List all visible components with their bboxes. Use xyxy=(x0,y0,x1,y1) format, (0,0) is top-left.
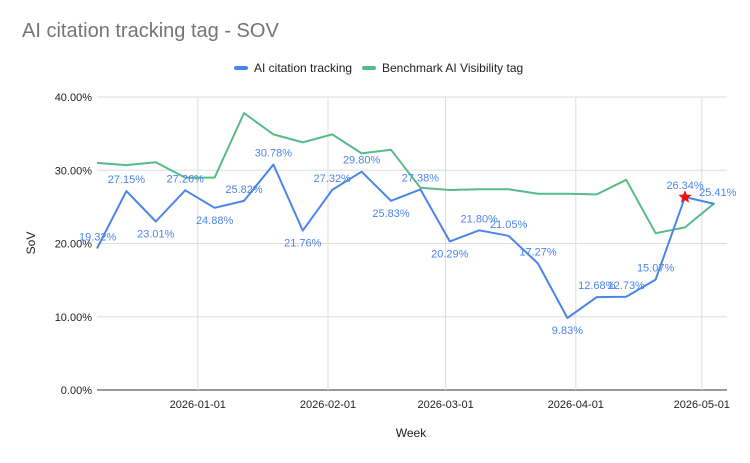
data-label: 9.83% xyxy=(552,325,583,337)
series-lines xyxy=(96,112,716,319)
data-label: 21.76% xyxy=(284,238,322,250)
x-tick-label: 2026-04-01 xyxy=(548,399,604,411)
y-tick-label: 40.00% xyxy=(55,92,93,104)
data-label: 30.78% xyxy=(255,148,293,160)
data-label: 26.34% xyxy=(666,180,704,192)
data-labels: 19.32% 27.15% 23.01% 27.26% 24.88% 25.82% 30.7… xyxy=(79,148,737,337)
markers xyxy=(678,190,692,203)
data-label: 25.82% xyxy=(225,184,263,196)
data-label: 20.29% xyxy=(431,248,469,260)
y-axis-title: SoV xyxy=(24,232,38,255)
legend-label-benchmark: Benchmark AI Visibility tag xyxy=(382,61,523,75)
y-tick-label: 20.00% xyxy=(55,239,93,251)
legend-label-ai-citation: AI citation tracking xyxy=(254,61,352,75)
y-tick-label: 0.00% xyxy=(61,385,92,397)
gridlines xyxy=(97,96,727,391)
legend-swatch-benchmark xyxy=(362,66,376,70)
x-tick-label: 2026-01-01 xyxy=(170,399,226,411)
data-label: 23.01% xyxy=(137,228,175,240)
data-label: 21.80% xyxy=(461,213,499,225)
y-tick-label: 30.00% xyxy=(55,165,93,177)
data-label: 27.32% xyxy=(314,173,352,185)
series-line-benchmark xyxy=(96,112,716,235)
data-label: 15.07% xyxy=(637,263,675,275)
x-tick-label: 2026-03-01 xyxy=(417,399,473,411)
chart-title: AI citation tracking tag - SOV xyxy=(22,20,279,42)
series-line-ai-citation xyxy=(96,163,715,319)
x-axis-ticks: 2026-01-01 2026-02-01 2026-03-01 2026-04-01… xyxy=(170,399,730,411)
x-tick-label: 2026-05-01 xyxy=(674,399,730,411)
data-label: 24.88% xyxy=(196,215,234,227)
y-axis-ticks: 0.00% 10.00% 20.00% 30.00% 40.00% xyxy=(55,92,93,397)
data-label: 27.38% xyxy=(402,172,440,184)
y-tick-label: 10.00% xyxy=(55,312,93,324)
legend: AI citation tracking Benchmark AI Visibi… xyxy=(234,61,523,75)
data-label: 27.15% xyxy=(108,174,146,186)
data-label: 25.83% xyxy=(372,208,410,220)
data-label: 12.68% xyxy=(578,280,616,292)
data-label: 17.27% xyxy=(519,246,557,258)
data-label: 27.26% xyxy=(167,173,205,185)
legend-swatch-ai-citation xyxy=(234,66,248,70)
data-label: 29.80% xyxy=(343,155,381,167)
x-axis-title: Week xyxy=(396,426,427,440)
data-label: 21.05% xyxy=(490,219,528,231)
data-label: 25.41% xyxy=(699,187,737,199)
data-label: 19.32% xyxy=(79,231,117,243)
data-label: 12.73% xyxy=(608,280,646,292)
x-tick-label: 2026-02-01 xyxy=(300,399,356,411)
star-marker xyxy=(678,190,692,203)
